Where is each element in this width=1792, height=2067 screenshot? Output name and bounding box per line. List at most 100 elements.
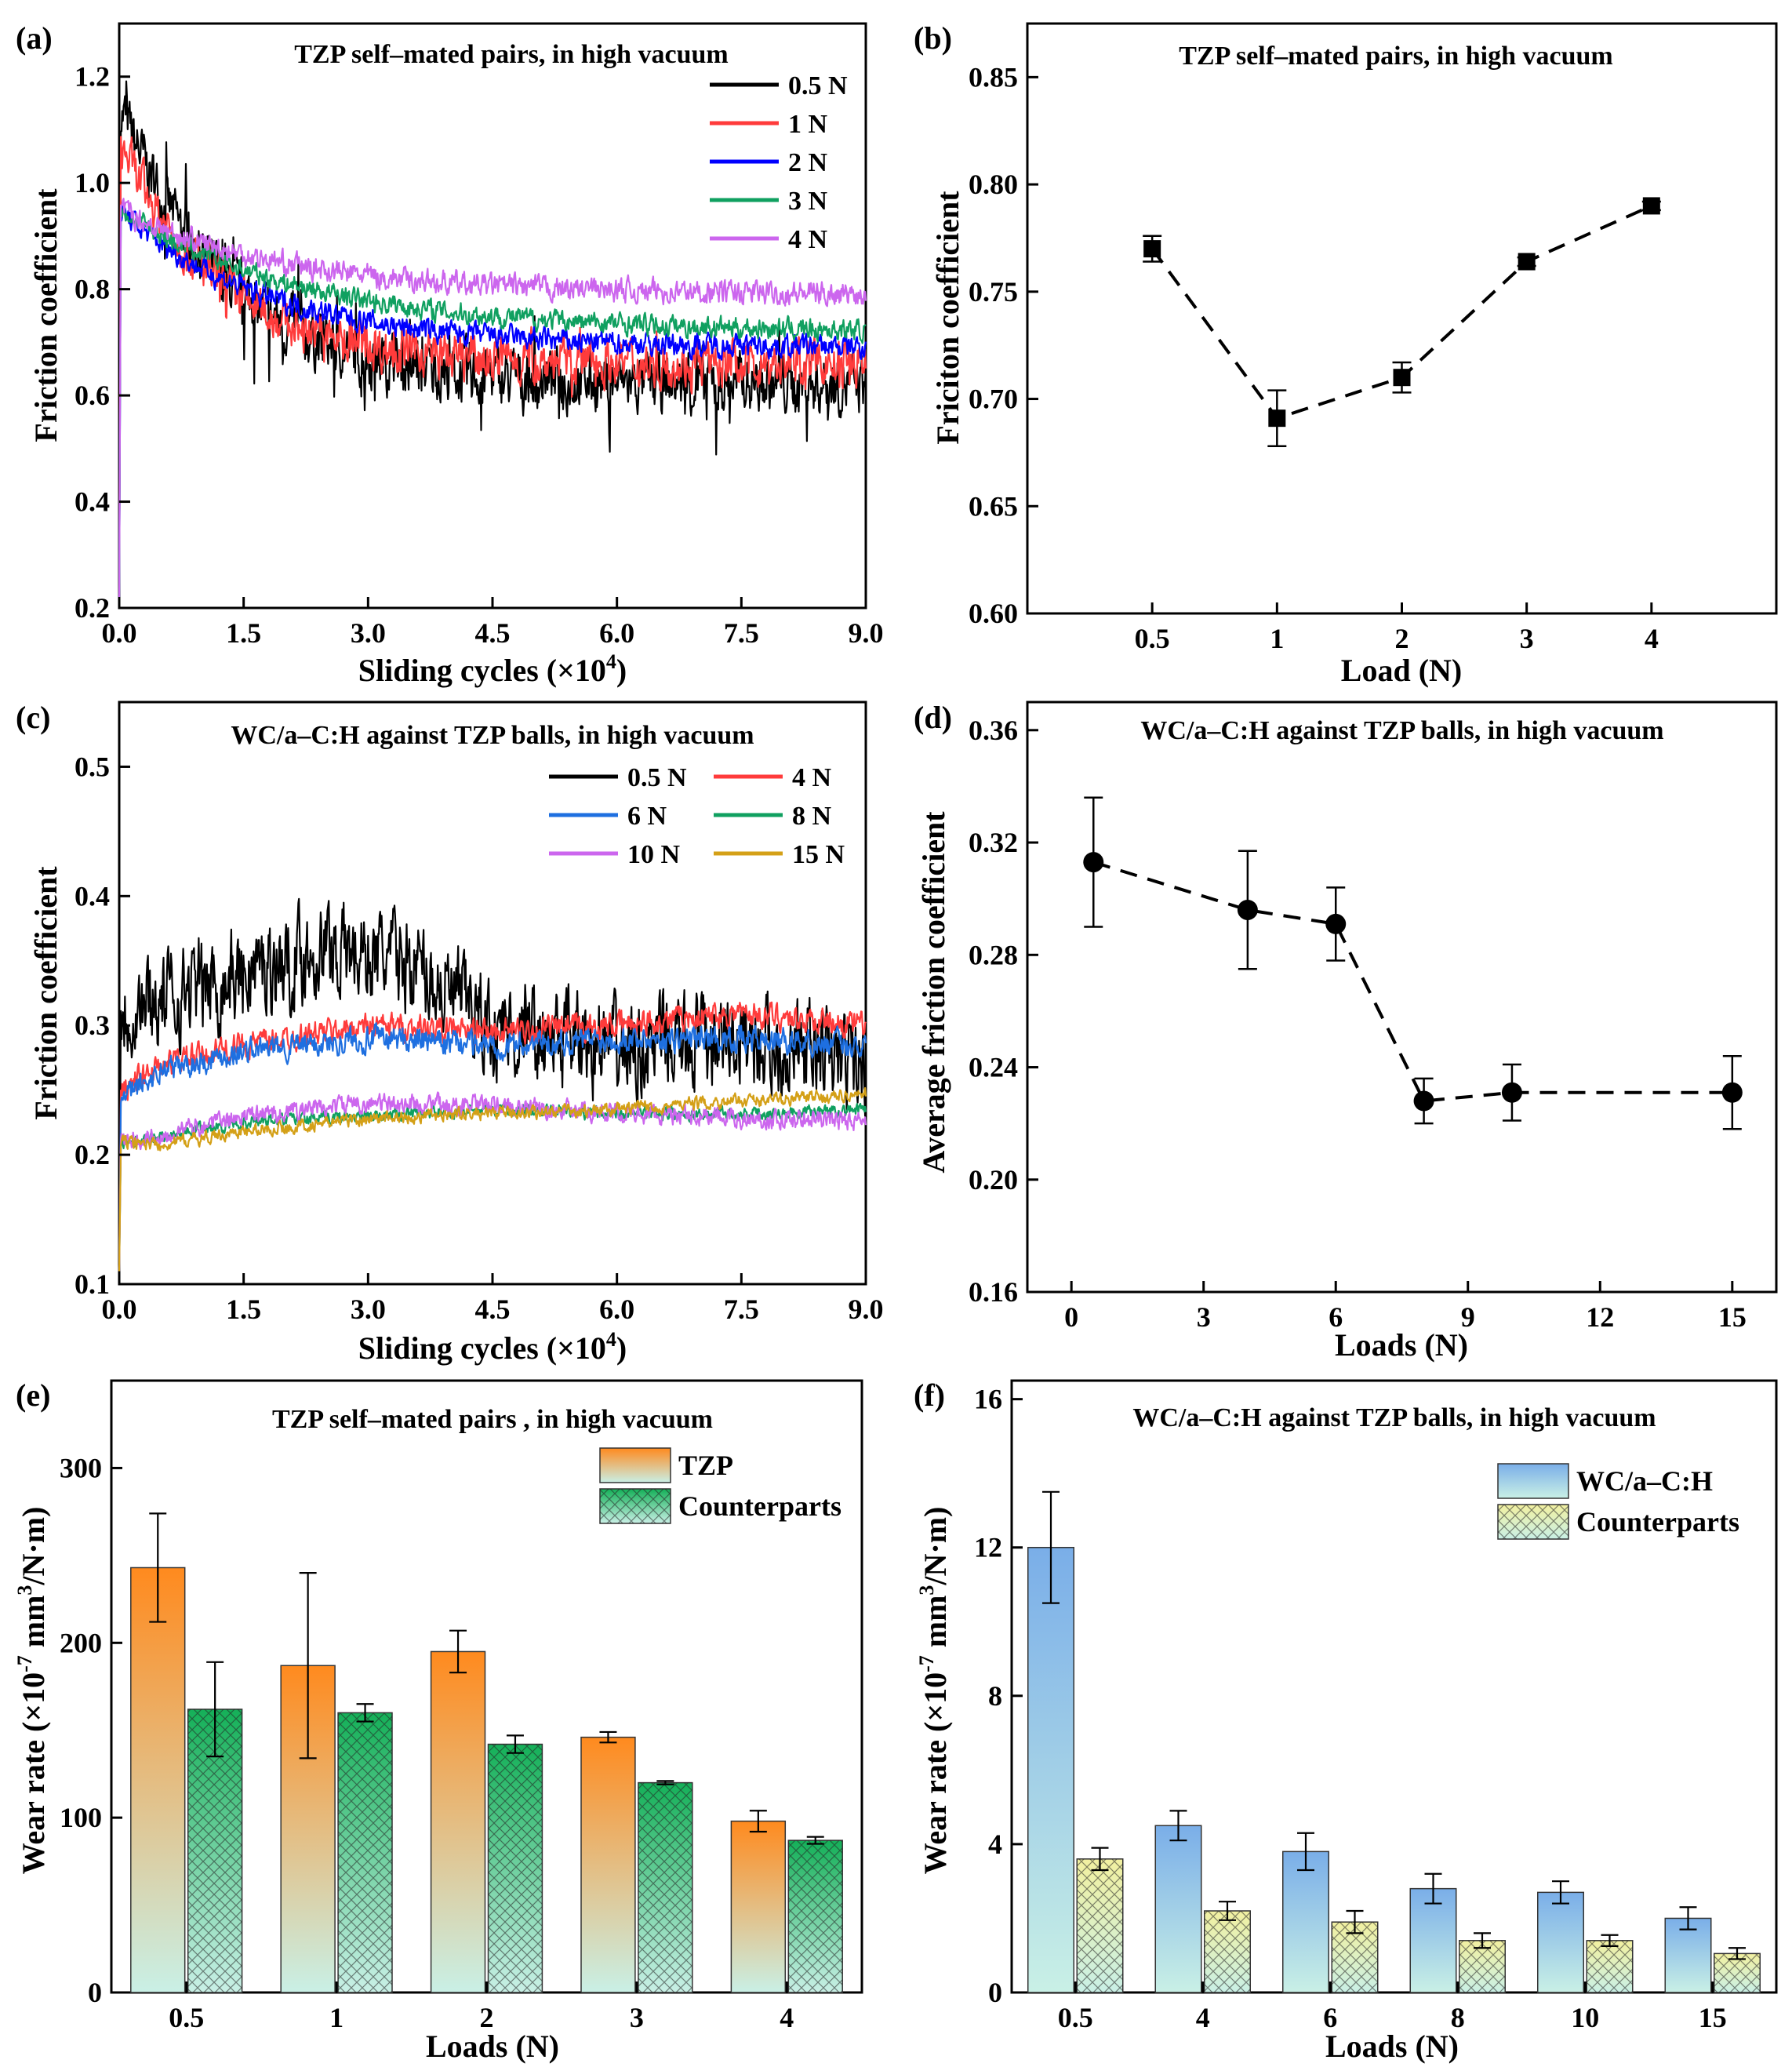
data-point (1642, 197, 1660, 215)
ytick-label: 0.65 (969, 490, 1018, 522)
bar-hatch (1077, 1858, 1123, 1992)
panel-d-axes: 0.16 0.20 0.24 0.28 0.32 0.36 0 3 6 9 12 15 (969, 715, 1747, 1333)
panel-d-letter: (d) (914, 700, 952, 735)
ytick-label: 0.16 (969, 1276, 1018, 1308)
bar-hatch (488, 1744, 543, 1992)
xtick-label: 3 (1520, 623, 1534, 654)
panel-f-axes: 0 4 8 12 16 0.5 4 6 8 10 15 (974, 1384, 1727, 2033)
panel-b-xlabel: Load (N) (1341, 653, 1462, 688)
panel-a-legend: 0.5 N 1 N 2 N 3 N 4 N (710, 71, 848, 254)
series-line-1Nn (118, 136, 867, 603)
panel-f-frame (1010, 1379, 1778, 1994)
legend-label: 4 N (788, 225, 828, 254)
ytick-label: 0.2 (75, 592, 110, 624)
xtick-label: 0.5 (1058, 2002, 1093, 2033)
ytick-label: 0.60 (969, 598, 1018, 629)
xtick-label: 9 (1461, 1301, 1475, 1333)
legend-swatch-hatch (1498, 1505, 1568, 1539)
ytick-label: 12 (974, 1532, 1002, 1563)
series-line-8Nn (118, 1102, 867, 1272)
data-point (1413, 1090, 1434, 1112)
xtick-label: 1 (329, 2002, 343, 2033)
legend-label: 4 N (792, 763, 832, 792)
xtick-label: 6.0 (599, 617, 634, 649)
panel-b-title: TZP self–mated pairs, in high vacuum (1179, 42, 1613, 71)
legend-swatch (1497, 1463, 1569, 1499)
panel-d-title: WC/a–C:H against TZP balls, in high vacu… (1140, 716, 1663, 745)
data-point (1083, 852, 1104, 873)
data-point (1237, 899, 1258, 920)
ytick-label: 0.32 (969, 827, 1018, 858)
series-line-15Nn (118, 1086, 867, 1272)
panel-d-frame (1026, 701, 1778, 1294)
xtick-label: 6 (1329, 1301, 1343, 1333)
ytick-label: 0.2 (75, 1139, 110, 1170)
legend-label: 3 N (788, 187, 828, 216)
bar-primary (1154, 1825, 1202, 1993)
series-line-10Nn (118, 1091, 867, 1272)
data-point (1721, 1082, 1743, 1103)
xtick-label: 0.0 (102, 1294, 137, 1325)
ytick-label: 1.2 (75, 61, 110, 93)
bar-hatch (338, 1712, 393, 1992)
trend-line (1092, 861, 1732, 1103)
series-line-4Nn (118, 198, 867, 603)
xtick-label: 1.5 (226, 617, 261, 649)
ytick-label: 0.4 (75, 880, 110, 912)
ytick-label: 0.6 (75, 380, 110, 411)
panel-f-letter: (f) (914, 1377, 945, 1413)
data-point (1393, 369, 1411, 387)
data-point (1518, 253, 1536, 271)
panel-c-legend: 0.5 N 4 N 6 N 8 N 10 N 15 N (549, 763, 845, 869)
panel-b: (b) 0.60 0.65 0.70 0.75 0.80 0.85 0.5 1 2 3 4 TZP … (914, 20, 1778, 688)
panel-d-plot (1083, 796, 1743, 1130)
xtick-label: 1 (1270, 623, 1284, 654)
panel-f-title: WC/a–C:H against TZP balls, in high vacu… (1132, 1403, 1656, 1432)
ytick-label: 0.4 (75, 486, 110, 518)
xtick-label: 4.5 (475, 617, 511, 649)
xtick-label: 3.0 (351, 617, 386, 649)
xtick-label: 7.5 (724, 1294, 759, 1325)
panel-b-frame (1026, 22, 1778, 615)
panel-f: (f) 0 4 8 12 16 0.5 4 6 8 10 15 WC/a–C:H against T… (914, 1377, 1778, 2064)
bar-hatch (1459, 1940, 1506, 1992)
xtick-label: 10 (1571, 2002, 1599, 2033)
panel-e: (e) 0 100 200 300 0.5 1 2 3 4 TZP self–mated pai… (13, 1377, 863, 2064)
panel-c-frame (118, 701, 867, 1286)
xtick-label: 7.5 (724, 617, 759, 649)
bar-primary (280, 1665, 336, 1993)
panel-e-title: TZP self–mated pairs , in high vacuum (272, 1405, 713, 1434)
ytick-label: 100 (60, 1802, 102, 1833)
panel-d-xlabel: Loads (N) (1335, 1327, 1468, 1363)
xtick-label: 3 (630, 2002, 644, 2033)
xtick-label: 3.0 (351, 1294, 386, 1325)
xtick-label: 4 (780, 2002, 794, 2033)
bar-primary (1409, 1887, 1457, 1993)
data-point (1268, 409, 1286, 428)
series-line-05Nn (118, 897, 867, 1272)
bar-primary (730, 1820, 787, 1993)
panel-e-plot (130, 1512, 843, 1993)
ytick-label: 0.80 (969, 169, 1018, 200)
panel-a-axes: 0.2 0.4 0.6 0.8 1.0 1.2 0.0 1.5 3.0 4.5 6.0 7.5 9.0 (75, 61, 884, 649)
ytick-label: 0.3 (75, 1010, 110, 1041)
ytick-label: 0.28 (969, 939, 1018, 970)
xtick-label: 2 (480, 2002, 494, 2033)
panel-a: (a) 0.2 0.4 0.6 0.8 1.0 1.2 0.0 1.5 3.0 4.5 6.0 7.5… (16, 20, 884, 688)
legend-label: 0.5 N (788, 71, 848, 100)
data-point (1143, 240, 1161, 258)
panel-e-letter: (e) (16, 1377, 50, 1413)
data-point (1501, 1082, 1522, 1103)
panel-c-ylabel: Friction coefficient (28, 866, 64, 1120)
xtick-label: 15 (1699, 2002, 1727, 2033)
ytick-label: 0.36 (969, 715, 1018, 746)
ytick-label: 0.24 (969, 1052, 1018, 1083)
xtick-label: 8 (1451, 2002, 1465, 2033)
panel-f-legend: WC/a–C:H Counterparts (1497, 1463, 1739, 1540)
xtick-label: 9.0 (849, 617, 884, 649)
panel-f-plot (1027, 1490, 1761, 1993)
ytick-label: 0.75 (969, 276, 1018, 308)
xtick-label: 0 (1064, 1301, 1078, 1333)
legend-label: 15 N (792, 840, 845, 869)
